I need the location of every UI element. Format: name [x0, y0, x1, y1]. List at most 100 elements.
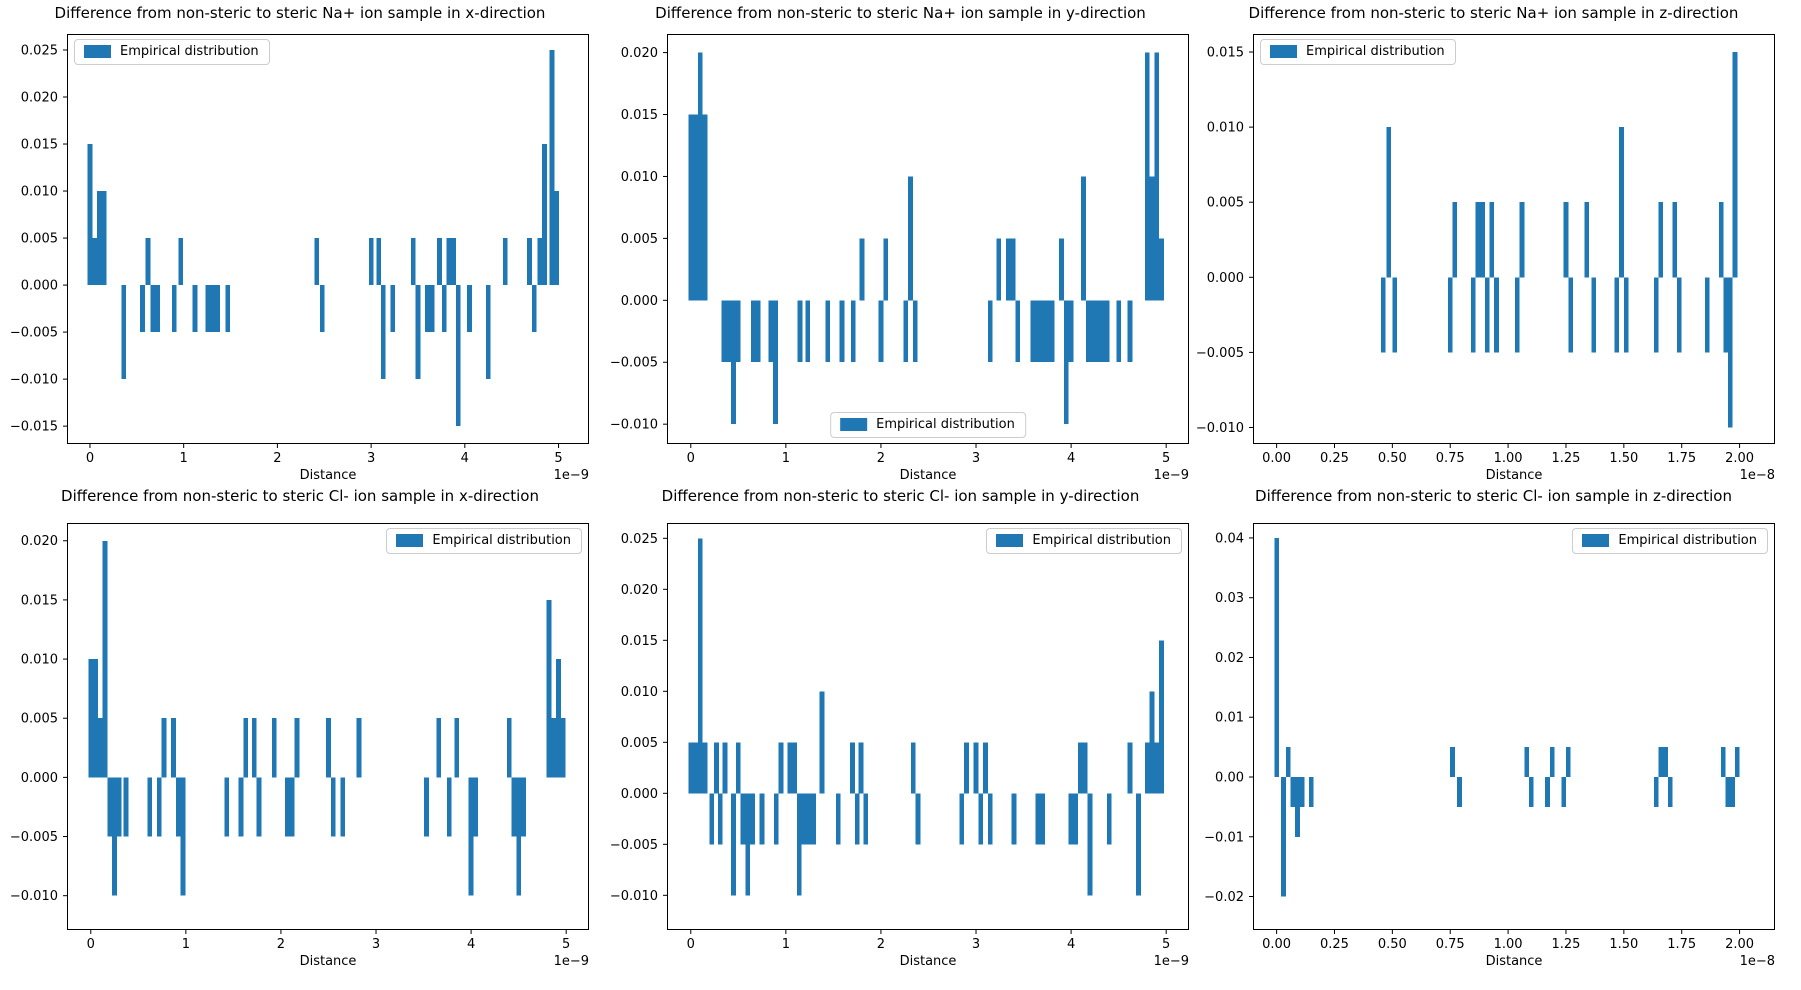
svg-text:2.00: 2.00 — [1725, 451, 1754, 466]
svg-text:−0.005: −0.005 — [1196, 346, 1244, 361]
svg-text:−0.01: −0.01 — [1204, 830, 1244, 845]
subplot-cl-y: Difference from non-steric to steric Cl-… — [600, 480, 1201, 990]
svg-text:−0.005: −0.005 — [10, 830, 58, 845]
svg-text:0.50: 0.50 — [1378, 451, 1407, 466]
legend: Empirical distribution — [830, 412, 1026, 438]
svg-text:0.75: 0.75 — [1436, 937, 1465, 952]
svg-text:1.50: 1.50 — [1609, 451, 1638, 466]
svg-text:5: 5 — [1162, 451, 1170, 466]
svg-text:0.005: 0.005 — [621, 232, 658, 247]
svg-text:0.015: 0.015 — [21, 138, 58, 153]
svg-text:0.50: 0.50 — [1378, 937, 1407, 952]
svg-text:0.00: 0.00 — [1262, 451, 1291, 466]
plot-area: 0.00 0.25 0.50 0.75 1.00 1.25 1.50 1.75 2.00 0.04… — [1204, 523, 1775, 952]
svg-text:0.010: 0.010 — [1207, 121, 1244, 136]
svg-text:−0.010: −0.010 — [610, 418, 658, 433]
svg-text:0.000: 0.000 — [21, 279, 58, 294]
x-axis-label: Distance — [899, 954, 957, 969]
svg-text:3: 3 — [972, 937, 980, 952]
svg-text:0.010: 0.010 — [621, 685, 658, 700]
legend: Empirical distribution — [986, 528, 1182, 554]
svg-text:0.000: 0.000 — [1207, 271, 1244, 286]
svg-text:5: 5 — [1162, 937, 1170, 952]
plot-area: 0.00 0.25 0.50 0.75 1.00 1.25 1.50 1.75 2.00 0.01… — [1196, 34, 1775, 466]
svg-text:0.015: 0.015 — [1207, 46, 1244, 61]
x-axis-label: Distance — [1485, 468, 1543, 483]
svg-text:4: 4 — [1067, 937, 1075, 952]
svg-text:1.00: 1.00 — [1494, 451, 1523, 466]
svg-text:−0.015: −0.015 — [10, 420, 58, 435]
x-axis-label: Distance — [299, 954, 357, 969]
legend-swatch-icon — [1270, 45, 1297, 58]
svg-text:1.00: 1.00 — [1494, 937, 1523, 952]
legend-label: Empirical distribution — [1618, 533, 1757, 548]
svg-text:3: 3 — [367, 451, 375, 466]
legend-label: Empirical distribution — [1032, 533, 1171, 548]
svg-text:−0.010: −0.010 — [1196, 421, 1244, 436]
legend: Empirical distribution — [74, 39, 270, 65]
svg-text:1: 1 — [180, 451, 188, 466]
legend-label: Empirical distribution — [1306, 44, 1445, 59]
legend-swatch-icon — [84, 45, 111, 58]
svg-text:0.00: 0.00 — [1215, 771, 1244, 786]
svg-text:0.005: 0.005 — [21, 232, 58, 247]
x-axis-offset-label: 1e−9 — [553, 954, 589, 969]
x-axis-offset-label: 1e−9 — [553, 468, 589, 483]
svg-text:0: 0 — [86, 451, 94, 466]
svg-text:0.25: 0.25 — [1320, 937, 1349, 952]
legend-swatch-icon — [840, 418, 868, 431]
svg-text:0.015: 0.015 — [21, 593, 58, 608]
chart-title: Difference from non-steric to steric Cl-… — [61, 487, 539, 505]
svg-text:3: 3 — [372, 937, 380, 952]
svg-text:1.25: 1.25 — [1551, 451, 1580, 466]
svg-text:5: 5 — [562, 937, 570, 952]
plot-area: 0 1 2 3 4 5 0.025 0.020 0.015 0.010 0.005 0.000 −0.0… — [610, 523, 1189, 952]
legend: Empirical distribution — [1260, 39, 1456, 65]
svg-text:0.00: 0.00 — [1262, 937, 1291, 952]
svg-text:2: 2 — [273, 451, 281, 466]
svg-text:0.020: 0.020 — [21, 534, 58, 549]
x-axis-label: Distance — [299, 468, 357, 483]
svg-text:1.75: 1.75 — [1667, 937, 1696, 952]
svg-text:0.015: 0.015 — [621, 634, 658, 649]
svg-text:1: 1 — [782, 937, 790, 952]
svg-text:0.025: 0.025 — [21, 43, 58, 58]
subplot-cl-x: Difference from non-steric to steric Cl-… — [0, 480, 600, 990]
svg-text:0: 0 — [687, 451, 695, 466]
x-axis-label: Distance — [1485, 954, 1543, 969]
svg-text:2: 2 — [877, 451, 885, 466]
chart-title: Difference from non-steric to steric Na+… — [1248, 4, 1739, 22]
legend-swatch-icon — [996, 534, 1024, 547]
svg-text:0.000: 0.000 — [621, 787, 658, 802]
svg-text:0.005: 0.005 — [21, 712, 58, 727]
legend: Empirical distribution — [1572, 528, 1768, 554]
svg-text:3: 3 — [972, 451, 980, 466]
svg-text:0.010: 0.010 — [21, 185, 58, 200]
legend-swatch-icon — [1582, 534, 1610, 547]
x-axis-label: Distance — [899, 468, 957, 483]
subplot-na-y: Difference from non-steric to steric Na+… — [600, 0, 1201, 483]
plot-area: 0 1 2 3 4 5 0.020 0.015 0.010 0.005 0.000 −0.005 −0.… — [610, 34, 1189, 466]
svg-text:0.005: 0.005 — [621, 736, 658, 751]
svg-text:4: 4 — [1067, 451, 1075, 466]
svg-text:0.020: 0.020 — [621, 583, 658, 598]
chart-title: Difference from non-steric to steric Cl-… — [1255, 487, 1732, 505]
chart-title: Difference from non-steric to steric Na+… — [655, 4, 1146, 22]
svg-text:5: 5 — [554, 451, 562, 466]
svg-text:−0.010: −0.010 — [10, 889, 58, 904]
plot-area: 0 1 2 3 4 5 0.025 0.020 0.015 0.010 0.005 0.000 −0.0… — [10, 34, 589, 466]
plot-area: 0 1 2 3 4 5 0.020 0.015 0.010 0.005 0.000 −0.005 −0.… — [10, 523, 589, 952]
x-axis-offset-label: 1e−8 — [1739, 468, 1775, 483]
x-axis-offset-label: 1e−9 — [1153, 468, 1189, 483]
svg-text:0.020: 0.020 — [21, 91, 58, 106]
svg-text:1.50: 1.50 — [1609, 937, 1638, 952]
svg-text:−0.005: −0.005 — [610, 356, 658, 371]
svg-text:4: 4 — [461, 451, 469, 466]
svg-text:0.03: 0.03 — [1215, 591, 1244, 606]
chart-title: Difference from non-steric to steric Cl-… — [661, 487, 1140, 505]
svg-text:0.010: 0.010 — [21, 653, 58, 668]
svg-text:−0.010: −0.010 — [10, 373, 58, 388]
svg-text:0.020: 0.020 — [621, 46, 658, 61]
svg-text:0.000: 0.000 — [621, 294, 658, 309]
